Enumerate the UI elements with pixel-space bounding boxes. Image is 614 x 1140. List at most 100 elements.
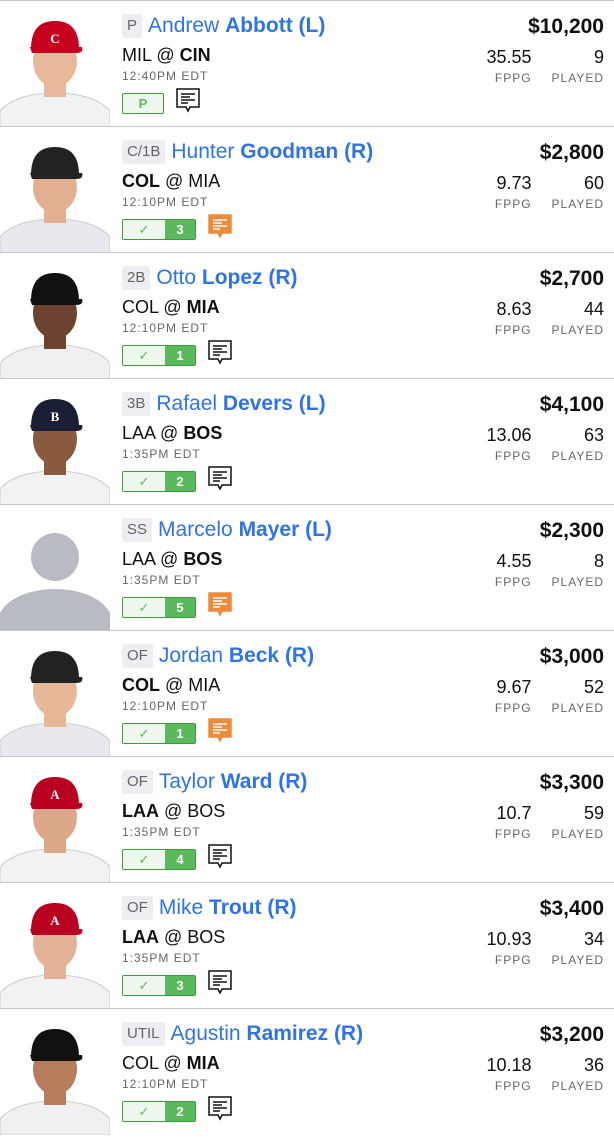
home-team: BOS: [183, 423, 223, 443]
check-icon: ✓: [123, 724, 165, 743]
player-name-link[interactable]: Agustin Ramirez (R): [171, 1022, 364, 1046]
first-name: Mike: [158, 896, 204, 919]
fppg-label: FPPG: [494, 449, 532, 463]
svg-text:B: B: [51, 409, 60, 424]
game-time: 1:35PM EDT: [122, 951, 201, 965]
played-value: 60: [583, 173, 604, 193]
player-news-icon[interactable]: [208, 718, 232, 749]
check-icon: ✓: [123, 346, 165, 365]
player-photo: [0, 127, 110, 253]
fppg-label: FPPG: [494, 575, 532, 589]
lineup-confirmed-badge: ✓ 1: [122, 723, 196, 744]
played-label: PLAYED: [551, 827, 604, 841]
game-time: 1:35PM EDT: [122, 573, 201, 587]
first-name: Agustin: [170, 1022, 241, 1045]
fppg-value: 4.55: [496, 551, 532, 571]
away-team: COL: [122, 675, 160, 695]
lineup-confirmed-badge: ✓ 3: [122, 219, 196, 240]
matchup: COL @ MIA: [122, 675, 221, 695]
player-row[interactable]: 2B Otto Lopez (R) COL @ MIA 12:10PM EDT …: [0, 252, 614, 379]
fppg-value: 35.55: [486, 47, 532, 67]
played-label: PLAYED: [551, 323, 604, 337]
lineup-confirmed-badge: ✓ 3: [122, 975, 196, 996]
player-row[interactable]: B 3B Rafael Devers (L) LAA @ BOS 1:35PM …: [0, 378, 614, 505]
player-news-icon[interactable]: [176, 88, 200, 119]
position-badge: OF: [122, 896, 153, 920]
fppg-label: FPPG: [494, 827, 532, 841]
player-name-link[interactable]: Hunter Goodman (R): [171, 140, 373, 164]
player-news-icon[interactable]: [208, 970, 232, 1001]
salary: $2,700: [539, 267, 604, 290]
salary: $3,200: [539, 1023, 604, 1046]
played-value: 59: [583, 803, 604, 823]
player-news-icon[interactable]: [208, 466, 232, 497]
player-row[interactable]: A OF Mike Trout (R) LAA @ BOS 1:35PM EDT…: [0, 882, 614, 1009]
player-news-icon[interactable]: [208, 1096, 232, 1127]
away-team: LAA: [122, 801, 159, 821]
played-label: PLAYED: [551, 575, 604, 589]
player-name-link[interactable]: Andrew Abbott (L): [148, 14, 325, 38]
lineup-confirmed-badge: ✓ 1: [122, 345, 196, 366]
player-news-icon[interactable]: [208, 592, 232, 623]
away-team: LAA: [122, 423, 156, 443]
player-row[interactable]: SS Marcelo Mayer (L) LAA @ BOS 1:35PM ED…: [0, 504, 614, 631]
player-row[interactable]: C/1B Hunter Goodman (R) COL @ MIA 12:10P…: [0, 126, 614, 253]
played-label: PLAYED: [551, 197, 604, 211]
check-icon: ✓: [123, 976, 165, 995]
player-photo: C: [0, 1, 110, 127]
player-photo: [0, 1009, 110, 1135]
first-name: Otto: [156, 266, 197, 289]
position-badge: OF: [122, 644, 153, 668]
fppg-value: 10.7: [496, 803, 532, 823]
player-photo: A: [0, 757, 110, 883]
check-icon: ✓: [123, 220, 165, 239]
played-value: 34: [583, 929, 604, 949]
played-label: PLAYED: [551, 701, 604, 715]
position-badge: P: [122, 14, 143, 38]
game-time: 1:35PM EDT: [122, 825, 201, 839]
player-name-link[interactable]: Otto Lopez (R): [156, 266, 297, 290]
player-name-link[interactable]: Taylor Ward (R): [159, 770, 308, 794]
batting-order: 1: [165, 724, 195, 743]
batting-order: 2: [165, 1102, 195, 1121]
player-name-link[interactable]: Mike Trout (R): [159, 896, 297, 920]
played-value: 36: [583, 1055, 604, 1075]
player-name-link[interactable]: Jordan Beck (R): [159, 644, 314, 668]
home-team: MIA: [188, 171, 221, 191]
first-name: Hunter: [171, 140, 235, 163]
matchup: COL @ MIA: [122, 1053, 220, 1073]
first-name: Marcelo: [158, 518, 233, 541]
player-name-link[interactable]: Marcelo Mayer (L): [158, 518, 332, 542]
last-name: Ward (R): [220, 770, 308, 793]
svg-text:A: A: [50, 913, 60, 928]
fppg-label: FPPG: [494, 701, 532, 715]
probable-pitcher-badge: P: [122, 93, 164, 114]
matchup: COL @ MIA: [122, 171, 221, 191]
player-row[interactable]: C P Andrew Abbott (L) MIL @ CIN 12:40PM …: [0, 0, 614, 127]
matchup: LAA @ BOS: [122, 549, 223, 569]
salary: $3,400: [539, 897, 604, 920]
fppg-value: 9.67: [496, 677, 532, 697]
player-row[interactable]: OF Jordan Beck (R) COL @ MIA 12:10PM EDT…: [0, 630, 614, 757]
last-name: Mayer (L): [238, 518, 332, 541]
matchup: LAA @ BOS: [122, 927, 226, 947]
player-name-link[interactable]: Rafael Devers (L): [156, 392, 325, 416]
player-news-icon[interactable]: [208, 844, 232, 875]
salary: $10,200: [528, 15, 604, 38]
svg-text:A: A: [50, 787, 60, 802]
played-value: 9: [593, 47, 604, 67]
player-row[interactable]: UTIL Agustin Ramirez (R) COL @ MIA 12:10…: [0, 1008, 614, 1135]
player-row[interactable]: A OF Taylor Ward (R) LAA @ BOS 1:35PM ED…: [0, 756, 614, 883]
player-photo: A: [0, 883, 110, 1009]
away-team: COL: [122, 297, 159, 317]
salary: $2,800: [539, 141, 604, 164]
away-team: LAA: [122, 927, 159, 947]
home-team: CIN: [179, 45, 211, 65]
matchup: LAA @ BOS: [122, 423, 223, 443]
player-news-icon[interactable]: [208, 340, 232, 371]
fppg-label: FPPG: [494, 323, 532, 337]
home-team: MIA: [188, 675, 221, 695]
batting-order: 4: [165, 850, 195, 869]
player-news-icon[interactable]: [208, 214, 232, 245]
matchup: MIL @ CIN: [122, 45, 211, 65]
